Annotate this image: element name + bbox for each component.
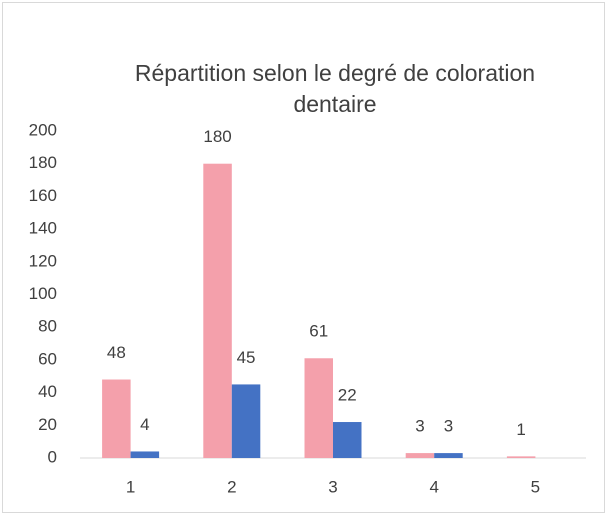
y-tick-label: 60	[38, 349, 57, 368]
y-tick-label: 0	[48, 447, 57, 466]
data-label: 1	[516, 420, 525, 439]
bar	[333, 422, 362, 458]
data-label: 22	[338, 386, 357, 405]
y-tick-label: 80	[38, 317, 57, 336]
y-tick-label: 20	[38, 415, 57, 434]
chart-frame	[2, 2, 605, 513]
x-tick-label: 1	[126, 477, 135, 496]
y-tick-label: 120	[29, 251, 57, 270]
data-label: 3	[444, 417, 453, 436]
bar	[203, 163, 232, 458]
x-tick-label: 3	[328, 477, 337, 496]
y-tick-label: 160	[29, 186, 57, 205]
bar	[405, 453, 435, 458]
y-tick-label: 140	[29, 219, 57, 238]
x-tick-label: 4	[429, 477, 438, 496]
bar	[434, 453, 463, 458]
y-tick-label: 180	[29, 153, 57, 172]
data-label: 61	[309, 322, 328, 341]
data-label: 4	[140, 415, 149, 434]
bar	[506, 456, 536, 458]
y-tick-label: 200	[29, 120, 57, 139]
data-label: 180	[203, 127, 231, 146]
y-tick-label: 40	[38, 382, 57, 401]
bar	[130, 451, 160, 458]
data-label: 45	[237, 348, 256, 367]
bar	[231, 384, 261, 458]
x-tick-label: 2	[227, 477, 236, 496]
bar	[304, 358, 333, 458]
chart-title: Répartition selon le degré de coloration…	[134, 60, 536, 117]
data-label: 48	[107, 343, 126, 362]
bar	[102, 379, 131, 458]
data-label: 3	[415, 417, 424, 436]
y-tick-label: 100	[29, 284, 57, 303]
x-tick-label: 5	[531, 477, 540, 496]
